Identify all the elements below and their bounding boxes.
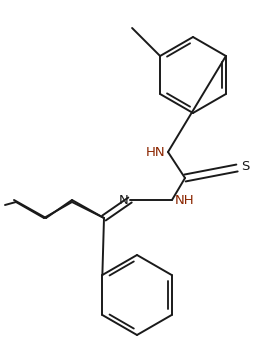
Text: NH: NH: [175, 195, 195, 208]
Text: S: S: [241, 161, 249, 174]
Text: N: N: [118, 195, 128, 208]
Text: HN: HN: [145, 146, 165, 160]
